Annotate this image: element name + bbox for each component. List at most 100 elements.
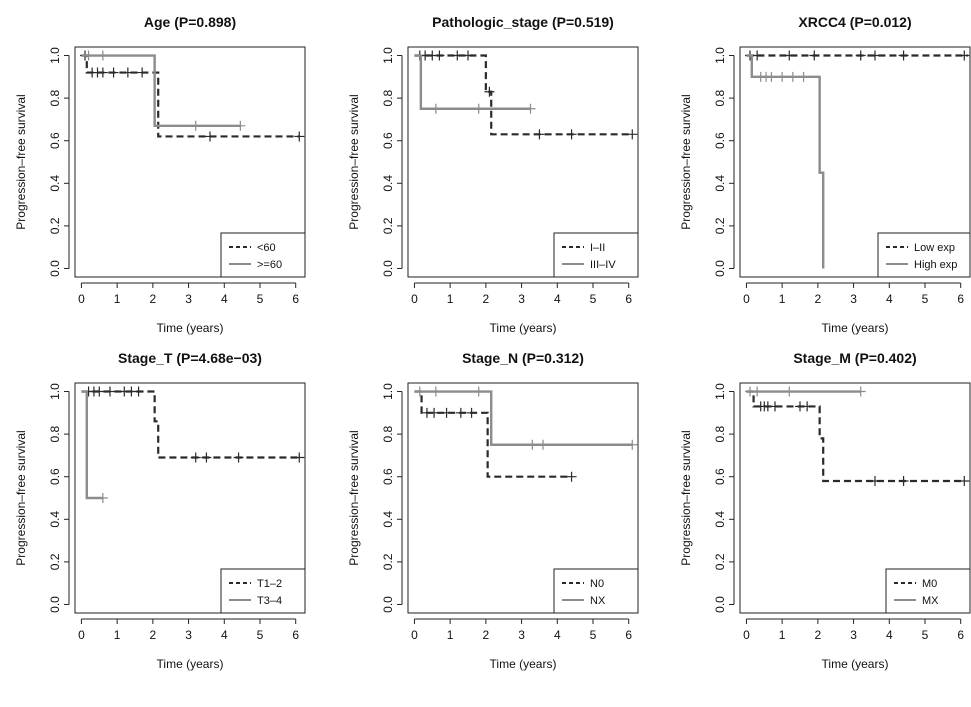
- km-panel-3: XRCC4 (P=0.012) 0 1 2 3 4 5 6 Time (years) 0.0 0.2…: [679, 14, 971, 335]
- censor-mark: [855, 50, 866, 61]
- legend: <60 >=60: [220, 232, 306, 278]
- censor-mark: [538, 439, 548, 450]
- x-tick-label: 4: [221, 292, 228, 306]
- censor-mark: [752, 50, 763, 61]
- censor-mark: [784, 50, 795, 61]
- x-tick-label: 2: [815, 292, 822, 306]
- panel-title: Stage_M (P=0.402): [793, 350, 916, 366]
- y-tick-label: 0.2: [48, 217, 62, 234]
- y-tick-label: 0.2: [713, 553, 727, 570]
- censor-mark: [201, 452, 212, 463]
- y-axis-label: Progression–free survival: [347, 94, 361, 229]
- censor-mark: [97, 50, 108, 61]
- x-tick-label: 4: [554, 292, 561, 306]
- censor-mark: [777, 71, 788, 82]
- y-tick-label: 0.4: [48, 175, 62, 192]
- y-tick-label: 0.0: [713, 596, 727, 613]
- y-tick-label: 0.0: [381, 260, 395, 277]
- x-tick-label: 1: [779, 628, 786, 642]
- km-panel-2: Pathologic_stage (P=0.519) 0 1 2 3 4 5 6 Time (y…: [347, 14, 639, 335]
- y-tick-label: 0.4: [381, 175, 395, 192]
- legend-label: High exp: [914, 259, 957, 271]
- censor-mark: [429, 407, 440, 418]
- censor-mark: [97, 67, 108, 78]
- y-tick-label: 0.2: [48, 553, 62, 570]
- x-tick-label: 6: [625, 628, 632, 642]
- x-tick-label: 4: [221, 628, 228, 642]
- x-tick-label: 4: [886, 292, 893, 306]
- x-tick-label: 6: [292, 628, 299, 642]
- x-tick-label: 0: [78, 292, 85, 306]
- km-panel-1: Age (P=0.898) 0 1 2 3 4 5 6 Time (years) 0.0 0.2 0.…: [14, 14, 306, 335]
- y-tick-label: 0.8: [381, 425, 395, 442]
- legend-label: <60: [257, 242, 276, 254]
- x-tick-label: 0: [743, 292, 750, 306]
- plot-frame: [407, 46, 639, 278]
- y-axis-label: Progression–free survival: [14, 430, 28, 565]
- censor-mark: [870, 50, 880, 61]
- legend-label: I–II: [590, 242, 605, 254]
- censor-mark: [959, 475, 970, 486]
- legend: M0 MX: [885, 568, 971, 614]
- censor-mark: [190, 452, 201, 463]
- legend: N0 NX: [553, 568, 639, 614]
- km-curve-dashed: [414, 54, 633, 136]
- censor-mark: [294, 452, 305, 463]
- censor-mark: [137, 67, 148, 78]
- x-tick-label: 1: [114, 292, 121, 306]
- plot-frame: [739, 382, 971, 614]
- y-tick-label: 1.0: [713, 47, 727, 64]
- censor-mark: [566, 471, 577, 482]
- legend-box: [220, 232, 306, 278]
- censor-mark: [784, 386, 795, 397]
- x-tick-label: 6: [957, 628, 964, 642]
- km-panel-6: Stage_M (P=0.402) 0 1 2 3 4 5 6 Time (years) 0.0 0…: [679, 350, 971, 671]
- legend-label: III–IV: [590, 259, 616, 271]
- legend-label: MX: [922, 595, 939, 607]
- censor-mark: [525, 103, 536, 114]
- censor-mark: [105, 386, 115, 397]
- x-tick-label: 5: [590, 292, 597, 306]
- x-tick-label: 2: [150, 628, 157, 642]
- x-tick-label: 4: [554, 628, 561, 642]
- y-axis-label: Progression–free survival: [347, 430, 361, 565]
- x-tick-label: 0: [411, 628, 418, 642]
- censor-mark: [534, 129, 545, 140]
- x-tick-label: 2: [150, 292, 157, 306]
- legend-box: [553, 232, 639, 278]
- censor-mark: [802, 401, 813, 412]
- y-axis-label: Progression–free survival: [14, 94, 28, 229]
- censor-mark: [473, 103, 484, 114]
- censor-mark: [766, 71, 777, 82]
- y-tick-label: 0.2: [381, 217, 395, 234]
- panel-title: Age (P=0.898): [144, 14, 236, 30]
- x-tick-label: 5: [257, 628, 264, 642]
- km-curve-solid: [414, 54, 531, 110]
- censor-mark: [430, 386, 441, 397]
- panel-title: Stage_N (P=0.312): [462, 350, 584, 366]
- legend-label: Low exp: [914, 242, 955, 254]
- km-panel-5: Stage_N (P=0.312) 0 1 2 3 4 5 6 Time (years) 0.0 0…: [347, 350, 639, 671]
- plot-frame: [74, 46, 306, 278]
- x-axis-label: Time (years): [822, 321, 889, 335]
- censor-mark: [855, 386, 866, 397]
- censor-mark: [870, 475, 880, 486]
- censor-mark: [430, 103, 441, 114]
- censor-mark: [566, 129, 577, 140]
- legend-label: M0: [922, 578, 937, 590]
- x-axis-label: Time (years): [490, 321, 557, 335]
- legend-box: [220, 568, 306, 614]
- km-curve-dashed: [746, 390, 965, 483]
- x-tick-label: 3: [518, 628, 525, 642]
- y-tick-label: 0.6: [713, 132, 727, 149]
- y-tick-label: 0.8: [713, 89, 727, 106]
- panel-title: Stage_T (P=4.68e−03): [118, 350, 262, 366]
- y-tick-label: 0.8: [381, 89, 395, 106]
- x-tick-label: 6: [957, 292, 964, 306]
- y-tick-label: 0.0: [713, 260, 727, 277]
- legend: Low exp High exp: [877, 232, 971, 278]
- censor-mark: [809, 50, 820, 61]
- legend-label: N0: [590, 578, 604, 590]
- legend: T1–2 T3–4: [220, 568, 306, 614]
- censor-mark: [527, 439, 538, 450]
